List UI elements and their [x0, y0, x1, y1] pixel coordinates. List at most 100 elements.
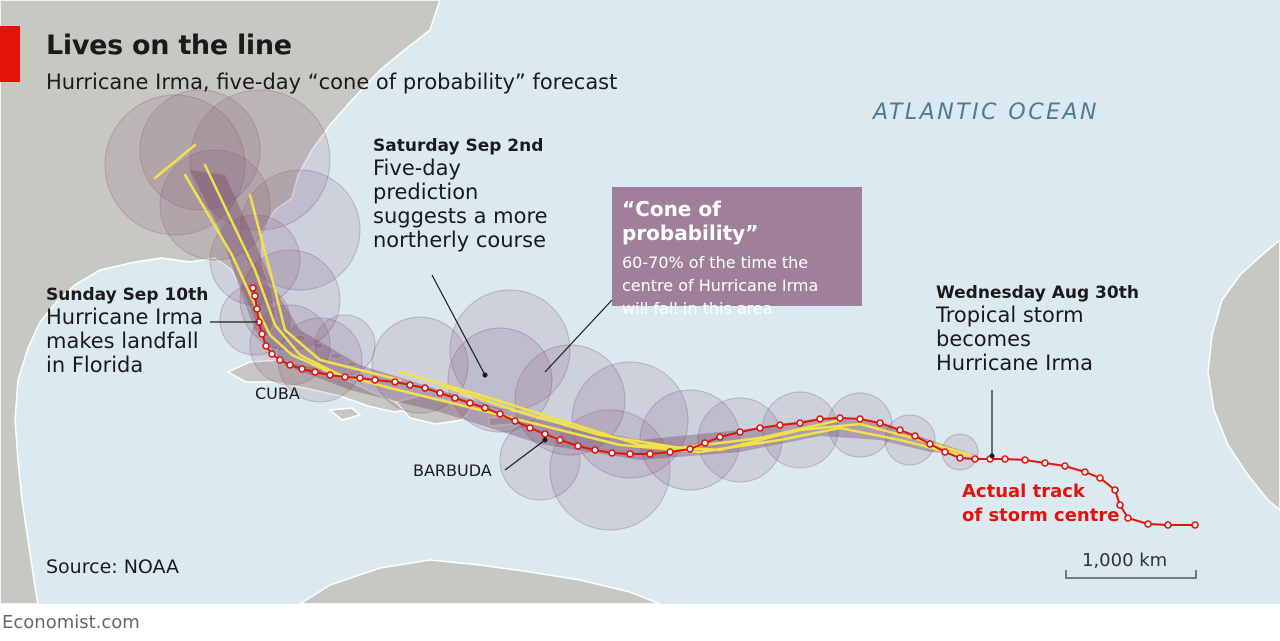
annotation-wednesday-line: becomes: [936, 327, 1031, 351]
track-point: [541, 430, 549, 438]
cone-legend-line: centre of Hurricane Irma: [622, 276, 819, 295]
track-point: [626, 450, 634, 458]
north-america-land: [0, 0, 441, 605]
track-point: [391, 378, 399, 386]
track-point: [971, 455, 979, 463]
scale-label: 1,000 km: [1082, 550, 1168, 571]
ocean-label: ATLANTIC OCEAN: [873, 100, 1100, 125]
track-point: [276, 356, 284, 364]
chart-subtitle: Hurricane Irma, five-day “cone of probab…: [46, 70, 618, 94]
track-point: [756, 424, 764, 432]
annotation-leaders: [210, 274, 993, 471]
track-label-line: of storm centre: [962, 505, 1120, 526]
track-point: [556, 436, 564, 444]
footer-brand: Economist.com: [2, 612, 140, 633]
track-point: [1041, 459, 1049, 467]
annotation-wednesday-line: Tropical storm: [936, 303, 1084, 327]
place-label-cuba: CUBA: [255, 384, 300, 403]
track-point: [481, 404, 489, 412]
track-point: [1001, 455, 1009, 463]
track-point: [574, 442, 582, 450]
track-point: [856, 415, 864, 423]
track-point: [249, 284, 257, 292]
track-point: [686, 445, 694, 453]
forecast-tracks: [153, 143, 972, 457]
chart-title: Lives on the line: [46, 30, 292, 61]
track-point: [926, 440, 934, 448]
annotation-sunday-head: Sunday Sep 10th: [46, 285, 209, 305]
cone-legend-box: “Cone of probability” 60-70% of the time…: [612, 187, 862, 318]
track-point: [496, 410, 504, 418]
track-point: [736, 428, 744, 436]
track-point: [646, 450, 654, 458]
track-point: [941, 448, 949, 456]
annotation-leader-dots: [482, 372, 995, 459]
track-point: [591, 446, 599, 454]
track-point: [451, 394, 459, 402]
annotation-saturday-line: suggests a more: [373, 204, 548, 228]
track-point: [466, 399, 474, 407]
annotation-sunday-line: Hurricane Irma: [46, 305, 203, 329]
accent-bar: [0, 26, 20, 82]
annotation-sunday-line: in Florida: [46, 353, 144, 377]
track-point: [1021, 456, 1029, 464]
track-point: [341, 373, 349, 381]
track-point: [262, 342, 270, 350]
track-point: [1111, 486, 1119, 494]
annotation-sunday-line: makes landfall: [46, 329, 199, 353]
track-point: [1081, 468, 1089, 476]
track-point: [253, 305, 261, 313]
track-point: [816, 415, 824, 423]
africa-land: [1207, 239, 1280, 511]
track-label: Actual track of storm centre: [962, 480, 1119, 528]
annotation-saturday-line: northerly course: [373, 228, 547, 252]
annotation-wednesday-line: Hurricane Irma: [936, 351, 1093, 375]
track-point: [371, 376, 379, 384]
annotation-sunday: Sunday Sep 10th Hurricane Irma makes lan…: [46, 285, 208, 377]
track-point: [258, 330, 266, 338]
track-point: [406, 381, 414, 389]
track-point: [796, 419, 804, 427]
track-point: [911, 432, 919, 440]
track-point: [268, 350, 276, 358]
track-point: [421, 384, 429, 392]
track-point: [701, 439, 709, 447]
south-america-land: [297, 559, 661, 605]
track-point: [1124, 514, 1132, 522]
jamaica-island: [328, 407, 362, 421]
track-point: [608, 449, 616, 457]
source-note: Source: NOAA: [46, 556, 180, 578]
track-label-line: Actual track: [962, 481, 1085, 502]
footer: Economist.com: [0, 604, 1280, 641]
annotation-saturday-line: Five-day: [373, 156, 461, 180]
track-point: [1116, 501, 1124, 509]
track-point: [286, 361, 294, 369]
cone-legend-line: will fall in this area: [622, 299, 773, 318]
track-point: [1144, 520, 1152, 528]
annotation-wednesday: Wednesday Aug 30th Tropical storm become…: [936, 283, 1139, 375]
track-point: [1191, 521, 1199, 529]
track-point: [298, 365, 306, 373]
track-point: [1164, 521, 1172, 529]
track-point: [311, 368, 319, 376]
track-point: [1061, 462, 1069, 470]
track-point: [956, 454, 964, 462]
track-point: [326, 371, 334, 379]
track-point: [526, 424, 534, 432]
cone-legend-title: “Cone of probability”: [622, 197, 759, 245]
place-label-barbuda: BARBUDA: [413, 461, 492, 480]
annotation-saturday: Saturday Sep 2nd Five-day prediction sug…: [373, 136, 548, 252]
annotation-wednesday-head: Wednesday Aug 30th: [936, 283, 1139, 303]
bahamas-islands: [293, 334, 358, 367]
track-point: [716, 433, 724, 441]
track-point: [251, 292, 259, 300]
track-point: [356, 374, 364, 382]
annotation-saturday-head: Saturday Sep 2nd: [373, 136, 544, 156]
annotation-saturday-line: prediction: [373, 180, 479, 204]
track-point: [511, 417, 519, 425]
track-point: [896, 426, 904, 434]
probability-cone: [104, 89, 979, 531]
cone-legend-line: 60-70% of the time the: [622, 253, 809, 272]
